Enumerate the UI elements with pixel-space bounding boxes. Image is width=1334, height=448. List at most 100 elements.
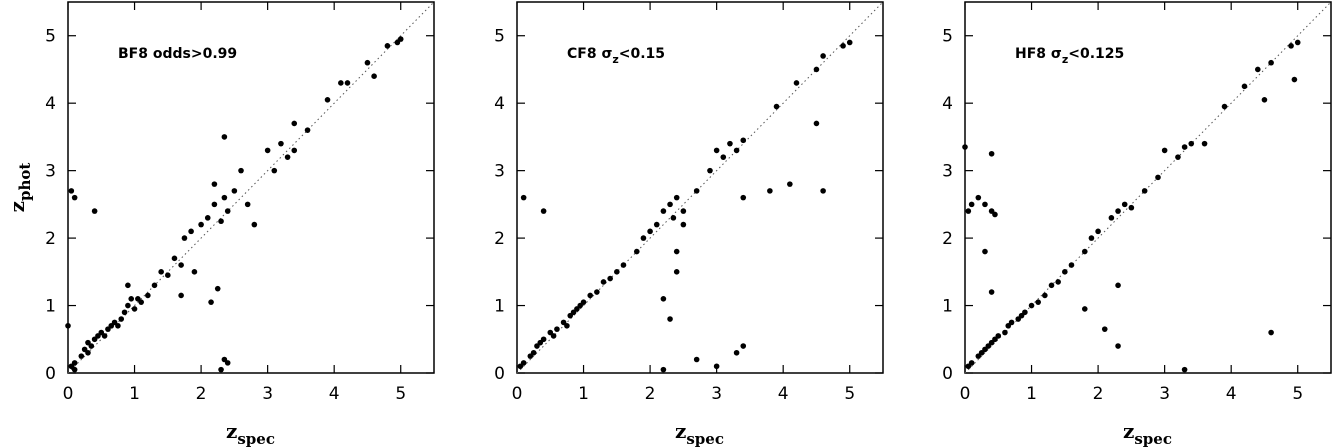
x-tick-label: 4 bbox=[778, 384, 789, 404]
y-tick-label: 5 bbox=[942, 27, 953, 47]
x-axis-label: zspec bbox=[1123, 419, 1172, 448]
x-axis-label: zspec bbox=[226, 419, 275, 448]
point bbox=[707, 167, 713, 174]
point bbox=[962, 144, 968, 150]
point bbox=[364, 59, 371, 66]
point bbox=[988, 289, 995, 295]
point bbox=[214, 285, 221, 292]
y-tick-label: 1 bbox=[942, 297, 953, 317]
point bbox=[965, 208, 972, 214]
annotation: HF8 σz<0.125 bbox=[1015, 46, 1124, 66]
x-tick-label: 2 bbox=[645, 384, 656, 404]
y-tick-label: 1 bbox=[494, 297, 505, 317]
point bbox=[344, 80, 351, 86]
point bbox=[1175, 154, 1181, 160]
annotation-part: CF8 σ bbox=[567, 46, 612, 62]
point bbox=[304, 127, 311, 133]
point bbox=[128, 296, 135, 302]
point bbox=[397, 36, 404, 42]
x-axis-label-main: z bbox=[226, 419, 237, 443]
y-tick-label: 4 bbox=[494, 94, 505, 114]
point bbox=[71, 366, 78, 373]
point bbox=[151, 282, 158, 289]
point bbox=[121, 309, 128, 316]
point bbox=[660, 296, 667, 302]
point bbox=[1055, 279, 1061, 285]
plot-frame bbox=[67, 1, 435, 374]
point bbox=[787, 181, 793, 187]
y-tick-label: 2 bbox=[45, 229, 56, 249]
point bbox=[291, 147, 298, 154]
point bbox=[324, 97, 331, 103]
point bbox=[65, 322, 71, 329]
point bbox=[564, 322, 570, 329]
point bbox=[1108, 215, 1115, 221]
one-to-one-line bbox=[67, 1, 435, 374]
point bbox=[211, 181, 218, 187]
annotation-part: z bbox=[1062, 53, 1068, 66]
point bbox=[384, 43, 391, 49]
point bbox=[204, 215, 211, 221]
point bbox=[680, 221, 687, 228]
point bbox=[264, 147, 271, 154]
point bbox=[740, 194, 747, 201]
y-tick-label: 0 bbox=[942, 364, 953, 384]
point bbox=[1241, 83, 1248, 90]
point bbox=[667, 201, 673, 208]
point bbox=[118, 316, 125, 322]
point bbox=[221, 134, 228, 140]
point bbox=[291, 120, 298, 127]
point bbox=[813, 120, 820, 127]
point bbox=[740, 137, 747, 144]
x-axis-label: zspec bbox=[675, 419, 724, 448]
annotation-part: z bbox=[612, 53, 618, 66]
y-axis-label-main: z bbox=[5, 201, 29, 212]
point bbox=[131, 306, 138, 312]
point bbox=[1068, 262, 1075, 268]
point bbox=[667, 316, 673, 322]
point bbox=[115, 322, 121, 329]
x-tick-label: 0 bbox=[512, 384, 523, 404]
annotation: CF8 σz<0.15 bbox=[567, 46, 665, 66]
point bbox=[224, 208, 231, 214]
point bbox=[158, 269, 164, 275]
point bbox=[580, 299, 587, 305]
x-axis-label-main: z bbox=[675, 419, 686, 443]
y-axis-label-sub: phot bbox=[16, 163, 34, 201]
y-tick-label: 2 bbox=[494, 229, 505, 249]
point bbox=[1181, 144, 1188, 150]
point bbox=[284, 154, 291, 160]
point bbox=[640, 235, 647, 241]
point bbox=[633, 248, 640, 255]
point bbox=[693, 356, 700, 363]
point bbox=[713, 363, 720, 370]
point bbox=[846, 39, 853, 46]
point bbox=[1088, 235, 1095, 241]
point bbox=[773, 103, 780, 110]
point bbox=[208, 299, 214, 305]
y-axis-label: zphot bbox=[5, 163, 34, 213]
point bbox=[238, 167, 244, 174]
point bbox=[138, 299, 144, 305]
point bbox=[820, 53, 826, 59]
point bbox=[68, 188, 75, 194]
point bbox=[125, 302, 131, 309]
point bbox=[1255, 66, 1261, 73]
point bbox=[165, 272, 171, 278]
point bbox=[231, 188, 238, 194]
point bbox=[85, 349, 91, 356]
point bbox=[78, 353, 85, 359]
y-tick-label: 2 bbox=[942, 229, 953, 249]
point bbox=[594, 289, 600, 295]
point bbox=[1121, 201, 1128, 208]
y-tick-label: 3 bbox=[494, 162, 505, 182]
annotation-part: <0.125 bbox=[1068, 46, 1124, 62]
point bbox=[1294, 39, 1301, 46]
x-axis-label-sub: spec bbox=[1134, 430, 1172, 448]
point bbox=[224, 360, 231, 366]
point bbox=[693, 188, 700, 194]
point bbox=[740, 343, 747, 349]
x-axis-label-sub: spec bbox=[237, 430, 275, 448]
point bbox=[680, 208, 687, 214]
x-tick-label: 5 bbox=[844, 384, 855, 404]
